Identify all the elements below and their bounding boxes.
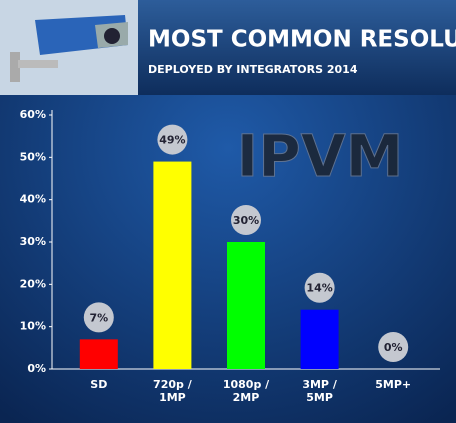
bar	[300, 309, 339, 369]
y-tick-label: 40%	[20, 193, 46, 206]
y-tick-label: 30%	[20, 235, 46, 248]
x-tick-label: 1MP	[159, 391, 186, 404]
x-tick-label: SD	[90, 378, 107, 391]
value-label-bubble	[83, 302, 114, 333]
value-label: 14%	[306, 282, 332, 295]
value-label: 49%	[159, 134, 185, 147]
value-label-bubble	[231, 205, 261, 235]
value-label: 0%	[384, 341, 403, 354]
y-tick-label: 60%	[20, 108, 46, 121]
y-tick-label: 20%	[20, 277, 46, 290]
x-tick-label: 3MP /	[302, 378, 337, 391]
bar	[153, 161, 192, 369]
x-tick-label: 2MP	[233, 391, 260, 404]
chart-subtitle: DEPLOYED BY INTEGRATORS 2014	[148, 63, 358, 76]
x-tick-label: 5MP+	[375, 378, 411, 391]
y-tick-label: 0%	[27, 362, 46, 375]
x-tick-label: 1080p /	[223, 378, 270, 391]
camera-icon	[10, 15, 128, 82]
watermark: IPVM	[237, 122, 404, 190]
x-tick-label: 5MP	[306, 391, 333, 404]
y-tick-label: 10%	[20, 320, 46, 333]
value-label: 7%	[89, 311, 108, 324]
value-label: 30%	[233, 214, 259, 227]
value-label-bubble	[304, 272, 335, 303]
chart-title: MOST COMMON RESOLUTIONS	[148, 27, 456, 53]
bar	[227, 242, 265, 369]
value-label-bubble	[378, 332, 409, 362]
y-tick-label: 50%	[20, 150, 46, 163]
value-label-bubble	[157, 124, 188, 155]
bar	[79, 339, 118, 369]
x-tick-label: 720p /	[153, 378, 193, 391]
